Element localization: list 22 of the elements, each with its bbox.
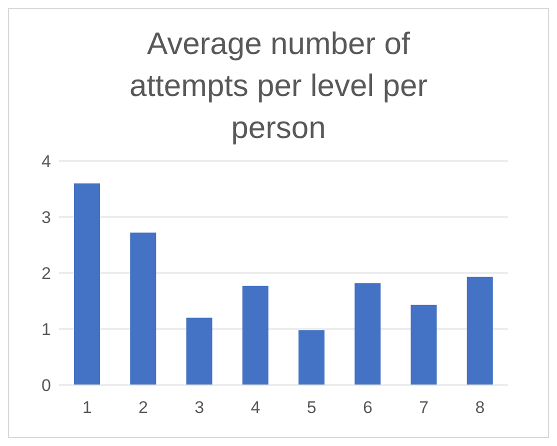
bar [466, 276, 493, 385]
x-tick-label: 2 [138, 398, 148, 418]
y-tick-label: 4 [42, 152, 51, 172]
x-tick-label: 7 [419, 398, 429, 418]
bar [74, 183, 100, 385]
bar [186, 318, 212, 385]
x-tick-label: 6 [362, 398, 372, 418]
y-tick-label: 2 [42, 264, 51, 284]
bar [130, 232, 156, 385]
bar [354, 283, 381, 385]
bar [410, 304, 437, 385]
y-tick-label: 1 [42, 320, 51, 340]
x-tick-label: 3 [194, 398, 204, 418]
x-tick-label: 4 [250, 398, 260, 418]
y-tick-label: 0 [42, 376, 51, 396]
bar [298, 330, 324, 385]
chart-title: Average number of attempts per level per person [128, 25, 429, 147]
y-tick-label: 3 [42, 208, 51, 228]
x-tick-label: 8 [475, 398, 485, 418]
x-tick-label: 5 [306, 398, 316, 418]
x-tick-label: 1 [82, 398, 92, 418]
bar [242, 286, 268, 385]
